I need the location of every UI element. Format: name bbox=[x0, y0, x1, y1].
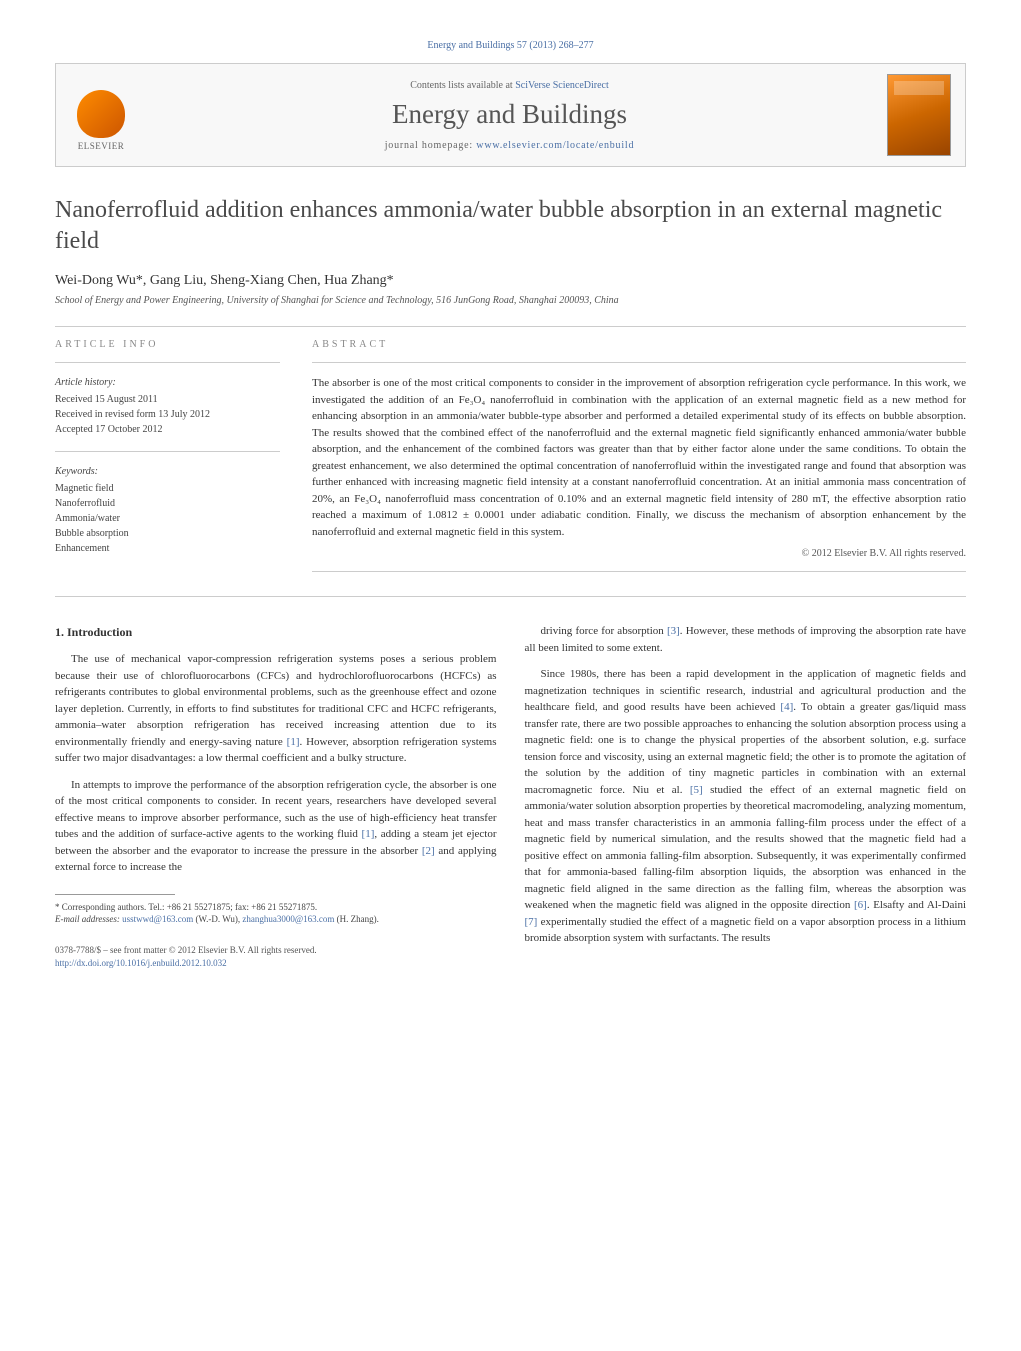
keyword: Nanoferrofluid bbox=[55, 496, 280, 511]
divider-body-top bbox=[55, 596, 966, 597]
email-line: E-mail addresses: usstwwd@163.com (W.-D.… bbox=[55, 913, 497, 926]
history-line: Received in revised form 13 July 2012 bbox=[55, 407, 280, 422]
homepage-prefix: journal homepage: bbox=[385, 140, 477, 151]
divider-top bbox=[55, 326, 966, 327]
elsevier-tree-icon bbox=[77, 90, 125, 138]
body-left-column: 1. Introduction The use of mechanical va… bbox=[55, 623, 497, 969]
email-who-2: (H. Zhang). bbox=[337, 914, 379, 924]
abstract-label: ABSTRACT bbox=[312, 339, 966, 350]
email-label: E-mail addresses: bbox=[55, 914, 122, 924]
homepage-link[interactable]: www.elsevier.com/locate/enbuild bbox=[476, 140, 634, 151]
footer-meta: 0378-7788/$ – see front matter © 2012 El… bbox=[55, 944, 497, 969]
citation-link[interactable]: [6] bbox=[854, 899, 867, 911]
journal-ref-link[interactable]: Energy and Buildings 57 (2013) 268–277 bbox=[427, 40, 593, 51]
sciencedirect-link[interactable]: SciVerse ScienceDirect bbox=[515, 80, 609, 91]
author-list: Wei-Dong Wu*, Gang Liu, Sheng-Xiang Chen… bbox=[55, 273, 966, 289]
info-abstract-row: ARTICLE INFO Article history: Received 1… bbox=[55, 339, 966, 584]
divider-abs-bottom bbox=[312, 571, 966, 572]
citation-link[interactable]: [3] bbox=[667, 625, 680, 637]
keywords-heading: Keywords: bbox=[55, 464, 280, 479]
publisher-name: ELSEVIER bbox=[78, 141, 125, 151]
doi-link[interactable]: http://dx.doi.org/10.1016/j.enbuild.2012… bbox=[55, 958, 227, 968]
keyword: Bubble absorption bbox=[55, 526, 280, 541]
article-title: Nanoferrofluid addition enhances ammonia… bbox=[55, 195, 966, 257]
divider-info-1 bbox=[55, 362, 280, 363]
keywords-list: Magnetic field Nanoferrofluid Ammonia/wa… bbox=[55, 481, 280, 556]
email-who-1: (W.-D. Wu), bbox=[193, 914, 242, 924]
keywords-block: Keywords: Magnetic field Nanoferrofluid … bbox=[55, 464, 280, 556]
body-paragraph: The use of mechanical vapor-compression … bbox=[55, 651, 497, 767]
body-paragraph: driving force for absorption [3]. Howeve… bbox=[525, 623, 967, 656]
journal-reference: Energy and Buildings 57 (2013) 268–277 bbox=[55, 40, 966, 51]
history-line: Accepted 17 October 2012 bbox=[55, 422, 280, 437]
email-link-2[interactable]: zhanghua3000@163.com bbox=[242, 914, 334, 924]
keyword: Magnetic field bbox=[55, 481, 280, 496]
abstract-copyright: © 2012 Elsevier B.V. All rights reserved… bbox=[312, 548, 966, 559]
history-heading: Article history: bbox=[55, 375, 280, 390]
intro-heading: 1. Introduction bbox=[55, 623, 497, 641]
citation-link[interactable]: [1] bbox=[287, 736, 300, 748]
history-line: Received 15 August 2011 bbox=[55, 392, 280, 407]
contents-line: Contents lists available at SciVerse Sci… bbox=[148, 80, 871, 91]
journal-cover-thumbnail bbox=[887, 74, 951, 156]
divider-abs bbox=[312, 362, 966, 363]
journal-name: Energy and Buildings bbox=[148, 99, 871, 130]
citation-link[interactable]: [5] bbox=[690, 784, 703, 796]
header-center: Contents lists available at SciVerse Sci… bbox=[148, 80, 871, 151]
article-history: Article history: Received 15 August 2011… bbox=[55, 375, 280, 437]
citation-link[interactable]: [7] bbox=[525, 916, 538, 928]
corr-label: * Corresponding authors. Tel.: +86 21 55… bbox=[55, 901, 497, 914]
citation-link[interactable]: [4] bbox=[780, 701, 793, 713]
homepage-line: journal homepage: www.elsevier.com/locat… bbox=[148, 140, 871, 151]
issn-line: 0378-7788/$ – see front matter © 2012 El… bbox=[55, 944, 497, 957]
citation-link[interactable]: [1] bbox=[362, 828, 375, 840]
divider-info-2 bbox=[55, 451, 280, 452]
corresponding-author-footnote: * Corresponding authors. Tel.: +86 21 55… bbox=[55, 901, 497, 926]
body-paragraph: Since 1980s, there has been a rapid deve… bbox=[525, 666, 967, 947]
footnote-divider bbox=[55, 894, 175, 895]
body-columns: 1. Introduction The use of mechanical va… bbox=[55, 623, 966, 969]
body-right-column: driving force for absorption [3]. Howeve… bbox=[525, 623, 967, 969]
publisher-logo: ELSEVIER bbox=[70, 79, 132, 151]
abstract-column: ABSTRACT The absorber is one of the most… bbox=[312, 339, 966, 584]
citation-link[interactable]: [2] bbox=[422, 845, 435, 857]
body-paragraph: In attempts to improve the performance o… bbox=[55, 777, 497, 876]
email-link-1[interactable]: usstwwd@163.com bbox=[122, 914, 193, 924]
article-info-column: ARTICLE INFO Article history: Received 1… bbox=[55, 339, 280, 584]
article-info-label: ARTICLE INFO bbox=[55, 339, 280, 350]
page-container: Energy and Buildings 57 (2013) 268–277 E… bbox=[0, 0, 1021, 999]
keyword: Enhancement bbox=[55, 541, 280, 556]
abstract-text: The absorber is one of the most critical… bbox=[312, 375, 966, 540]
journal-header: ELSEVIER Contents lists available at Sci… bbox=[55, 63, 966, 167]
keyword: Ammonia/water bbox=[55, 511, 280, 526]
contents-prefix: Contents lists available at bbox=[410, 80, 515, 91]
affiliation: School of Energy and Power Engineering, … bbox=[55, 295, 966, 306]
